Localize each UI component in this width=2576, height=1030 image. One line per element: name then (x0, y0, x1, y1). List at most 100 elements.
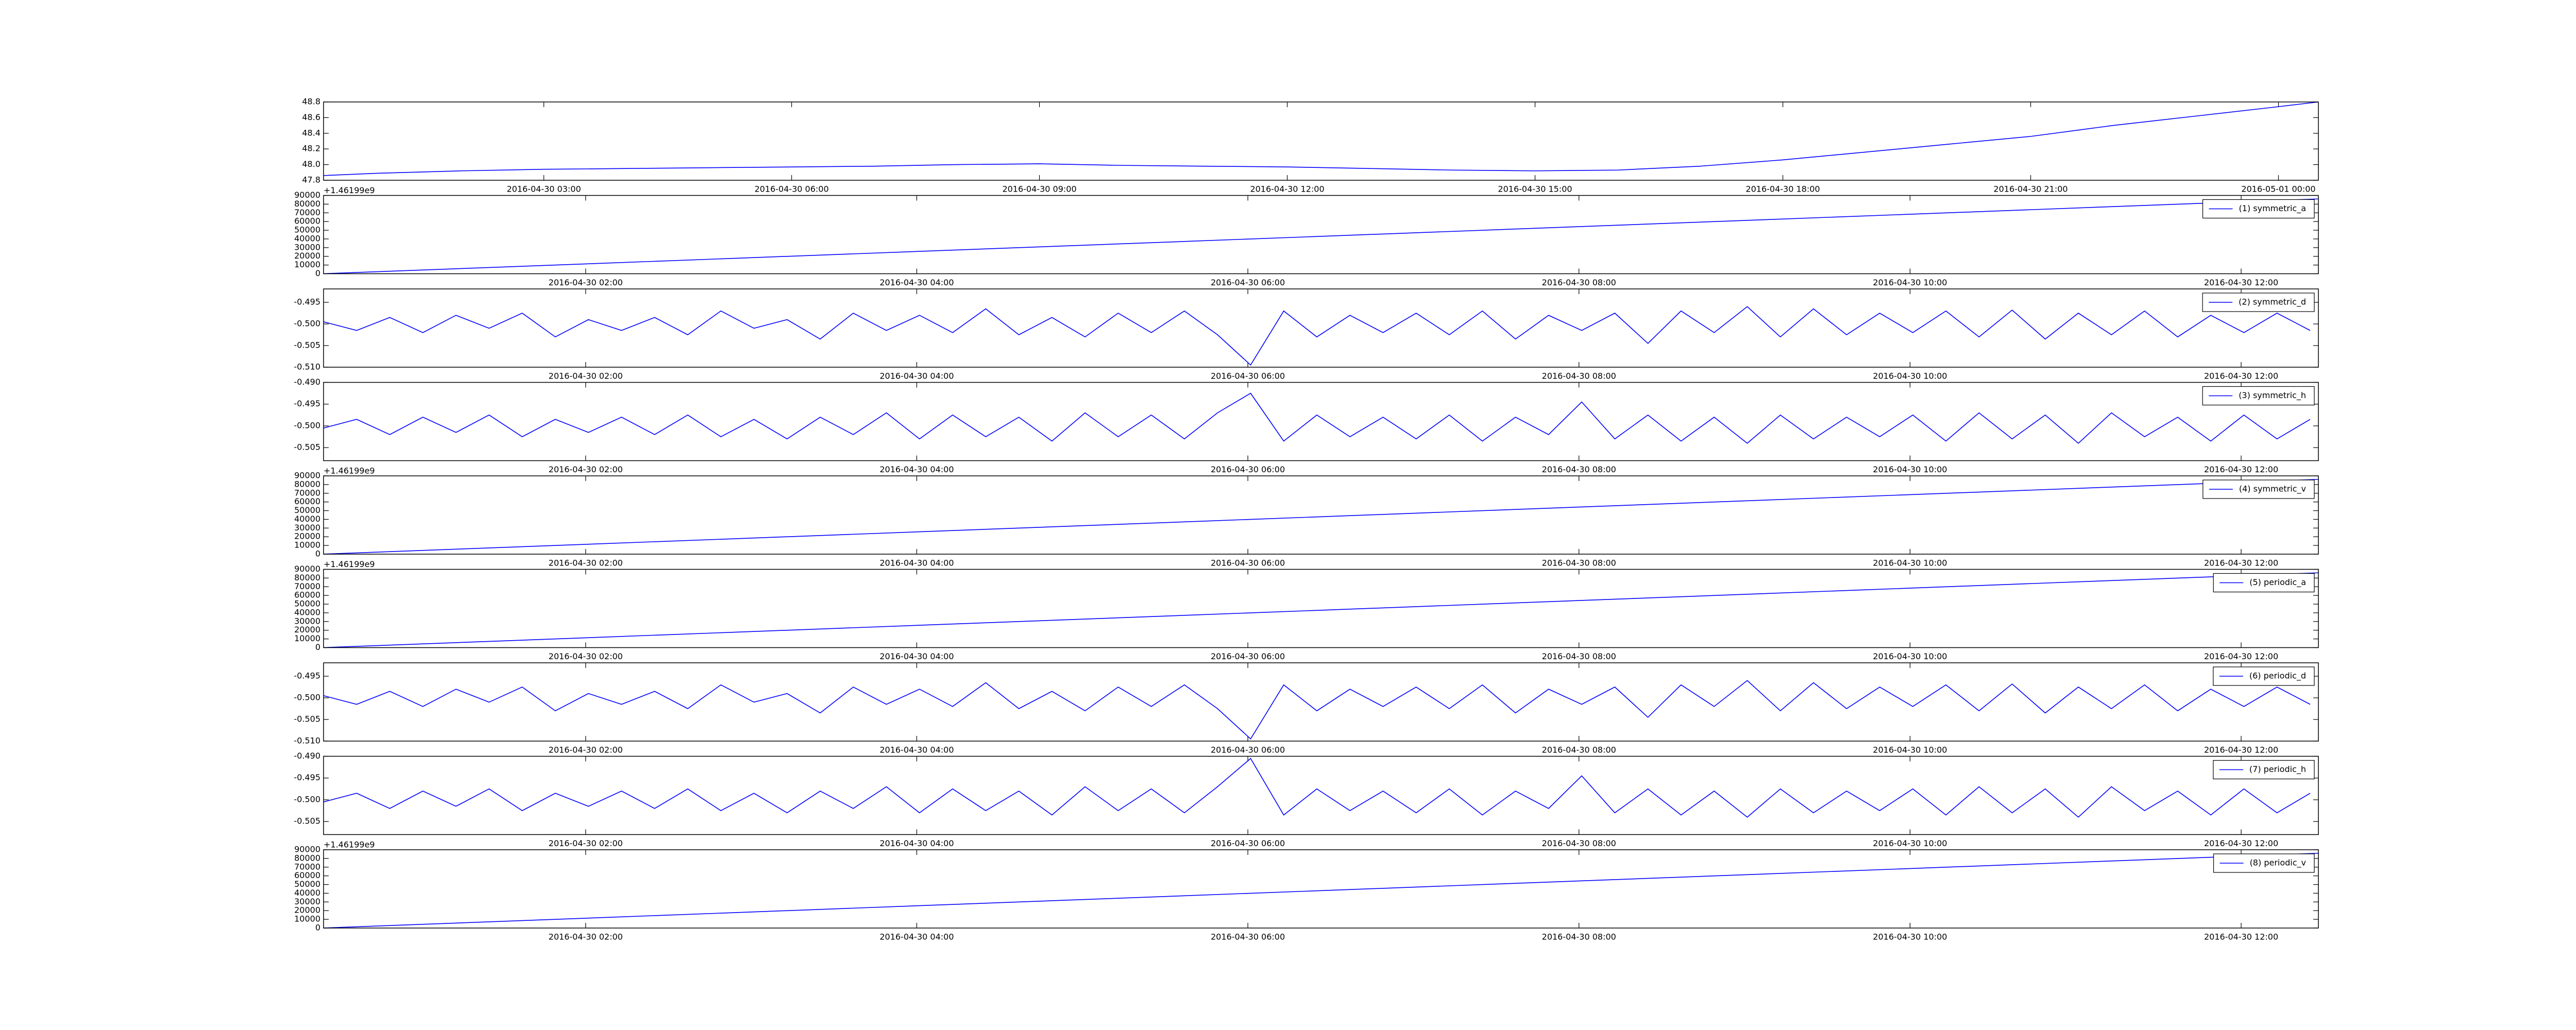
y-tick-label: 48.8 (302, 97, 320, 107)
x-tick-label: 2016-04-30 06:00 (754, 184, 828, 194)
y-tick-label: 70000 (294, 208, 320, 217)
y-tick-label: 0 (315, 549, 320, 559)
legend: (7) periodic_h (2213, 760, 2315, 780)
x-tick-label: 2016-04-30 21:00 (1993, 184, 2067, 194)
line-series (323, 572, 2319, 648)
y-tick-label: 40000 (294, 888, 320, 898)
y-offset-label: +1.46199e9 (324, 185, 375, 195)
legend-label: (2) symmetric_d (2239, 297, 2306, 307)
y-tick-label: 80000 (294, 573, 320, 582)
y-tick-label: -0.500 (294, 693, 320, 702)
x-tick-label: 2016-04-30 10:00 (1873, 465, 1947, 474)
subplot: -0.505 -0.500 -0.495 -0.490 2016-04-30 02:00… (294, 751, 2319, 848)
y-tick-label: -0.500 (294, 420, 320, 430)
line-series (323, 392, 2311, 444)
axes-frame (323, 288, 2319, 368)
x-tick-label: 2016-04-30 06:00 (1211, 651, 1285, 661)
y-tick-label: -0.505 (294, 714, 320, 724)
x-tick-label: 2016-04-30 10:00 (1873, 651, 1947, 661)
axes-frame (323, 756, 2319, 835)
y-tick-label: 10000 (294, 914, 320, 924)
y-tick-label: 80000 (294, 853, 320, 863)
legend: (4) symmetric_v (2202, 479, 2315, 499)
y-tick-label: 50000 (294, 599, 320, 609)
x-tick-label: 2016-04-30 02:00 (549, 371, 623, 381)
subplot: -0.510 -0.505 -0.500 -0.495 2016-04-30 02:00… (294, 662, 2319, 755)
x-tick-label: 2016-04-30 10:00 (1873, 745, 1947, 755)
axes-frame (323, 195, 2319, 274)
y-offset-label: +1.46199e9 (324, 466, 375, 476)
axes-frame (323, 382, 2319, 461)
axes-frame (323, 475, 2319, 555)
y-tick-label: 90000 (294, 190, 320, 200)
legend-label: (3) symmetric_h (2239, 390, 2306, 401)
y-tick-label: 48.2 (302, 144, 320, 153)
x-tick-label: 2016-05-01 00:00 (2241, 184, 2315, 194)
line-series (323, 680, 2311, 740)
line-series (323, 306, 2311, 366)
y-tick-label: -0.500 (294, 794, 320, 804)
y-tick-label: -0.505 (294, 340, 320, 350)
subplot: 47.8 48.0 48.2 48.4 48.6 48.8 2016-04-30 03:00… (302, 97, 2319, 194)
x-tick-label: 2016-04-30 08:00 (1542, 745, 1616, 755)
x-tick-label: 2016-04-30 09:00 (1002, 184, 1076, 194)
y-tick-label: -0.490 (294, 377, 320, 387)
x-tick-label: 2016-04-30 12:00 (2204, 745, 2278, 755)
x-tick-label: 2016-04-30 08:00 (1542, 932, 1616, 942)
subplot: -0.505 -0.500 -0.495 -0.490 2016-04-30 02:00… (294, 377, 2319, 474)
legend-box (2213, 573, 2315, 593)
x-tick-label: 2016-04-30 04:00 (879, 838, 954, 848)
x-tick-label: 2016-04-30 08:00 (1542, 371, 1616, 381)
legend: (1) symmetric_a (2202, 199, 2315, 219)
y-tick-label: 20000 (294, 625, 320, 634)
x-tick-label: 2016-04-30 08:00 (1542, 465, 1616, 474)
axes-frame (323, 662, 2319, 742)
x-tick-label: 2016-04-30 12:00 (2204, 932, 2278, 942)
y-tick-label: -0.510 (294, 362, 320, 372)
legend: (3) symmetric_h (2202, 386, 2315, 406)
y-tick-label: 0 (315, 923, 320, 933)
x-tick-label: 2016-04-30 10:00 (1873, 558, 1947, 568)
x-tick-label: 2016-04-30 10:00 (1873, 932, 1947, 942)
y-tick-label: 50000 (294, 505, 320, 515)
y-offset-label: +1.46199e9 (324, 559, 375, 569)
y-tick-label: -0.490 (294, 751, 320, 761)
y-tick-label: 20000 (294, 905, 320, 915)
y-tick-label: 40000 (294, 607, 320, 617)
y-tick-label: 48.6 (302, 112, 320, 122)
y-tick-label: 10000 (294, 260, 320, 269)
y-tick-label: 90000 (294, 564, 320, 574)
y-tick-label: 90000 (294, 471, 320, 480)
x-tick-label: 2016-04-30 08:00 (1542, 838, 1616, 848)
x-tick-label: 2016-04-30 06:00 (1211, 932, 1285, 942)
y-tick-label: 50000 (294, 225, 320, 235)
x-tick-label: 2016-04-30 12:00 (2204, 838, 2278, 848)
x-tick-label: 2016-04-30 18:00 (1745, 184, 1820, 194)
x-tick-label: 2016-04-30 06:00 (1211, 558, 1285, 568)
y-tick-label: 70000 (294, 862, 320, 871)
legend: (5) periodic_a (2213, 573, 2315, 593)
legend: (2) symmetric_d (2202, 293, 2315, 312)
y-tick-label: 70000 (294, 581, 320, 591)
x-tick-label: 2016-04-30 15:00 (1498, 184, 1572, 194)
legend: (8) periodic_v (2213, 853, 2315, 873)
x-tick-label: 2016-04-30 10:00 (1873, 838, 1947, 848)
x-tick-label: 2016-04-30 12:00 (2204, 278, 2278, 287)
y-tick-label: -0.505 (294, 816, 320, 826)
subplot: -0.510 -0.505 -0.500 -0.495 2016-04-30 02:00… (294, 288, 2319, 381)
x-tick-label: 2016-04-30 04:00 (879, 558, 954, 568)
subplot: 0100002000030000400005000060000700008000… (294, 185, 2319, 287)
y-tick-label: 30000 (294, 616, 320, 626)
y-tick-label: 60000 (294, 496, 320, 506)
y-tick-label: 10000 (294, 633, 320, 643)
x-tick-label: 2016-04-30 06:00 (1211, 745, 1285, 755)
line-series (323, 198, 2319, 274)
y-tick-label: 80000 (294, 479, 320, 489)
legend-label: (4) symmetric_v (2239, 484, 2306, 494)
y-tick-label: 30000 (294, 897, 320, 906)
y-tick-label: -0.495 (294, 671, 320, 681)
x-tick-label: 2016-04-30 06:00 (1211, 371, 1285, 381)
x-tick-label: 2016-04-30 10:00 (1873, 371, 1947, 381)
axes-frame (323, 101, 2319, 181)
